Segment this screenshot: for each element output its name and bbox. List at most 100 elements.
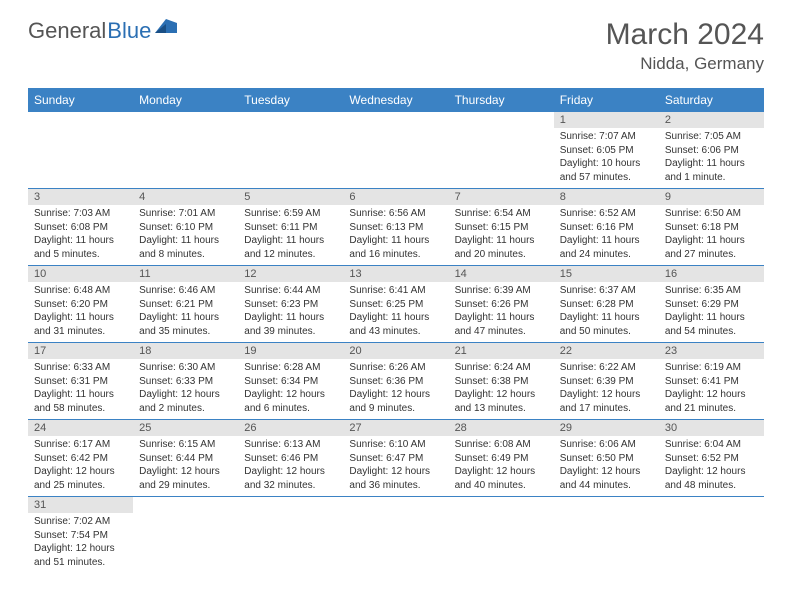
day-number: 31 [28,497,133,513]
day-details: Sunrise: 6:06 AMSunset: 6:50 PMDaylight:… [554,436,659,496]
calendar-day-cell: 17Sunrise: 6:33 AMSunset: 6:31 PMDayligh… [28,343,133,420]
sunset-text: Sunset: 6:08 PM [34,221,127,235]
calendar-day-cell: 25Sunrise: 6:15 AMSunset: 6:44 PMDayligh… [133,420,238,497]
daylight-text: Daylight: 11 hours and 20 minutes. [455,234,548,261]
day-details: Sunrise: 6:39 AMSunset: 6:26 PMDaylight:… [449,282,554,342]
day-details: Sunrise: 6:13 AMSunset: 6:46 PMDaylight:… [238,436,343,496]
calendar-day-cell: 16Sunrise: 6:35 AMSunset: 6:29 PMDayligh… [659,266,764,343]
day-details: Sunrise: 6:15 AMSunset: 6:44 PMDaylight:… [133,436,238,496]
daylight-text: Daylight: 11 hours and 1 minute. [665,157,758,184]
sunrise-text: Sunrise: 7:05 AM [665,130,758,144]
calendar-day-cell [449,112,554,189]
daylight-text: Daylight: 12 hours and 32 minutes. [244,465,337,492]
calendar-day-cell: 29Sunrise: 6:06 AMSunset: 6:50 PMDayligh… [554,420,659,497]
sunrise-text: Sunrise: 6:50 AM [665,207,758,221]
daylight-text: Daylight: 12 hours and 44 minutes. [560,465,653,492]
calendar-day-cell [343,497,448,574]
day-details: Sunrise: 6:10 AMSunset: 6:47 PMDaylight:… [343,436,448,496]
day-number: 10 [28,266,133,282]
sunset-text: Sunset: 6:39 PM [560,375,653,389]
day-details: Sunrise: 6:28 AMSunset: 6:34 PMDaylight:… [238,359,343,419]
daylight-text: Daylight: 12 hours and 48 minutes. [665,465,758,492]
calendar-week-row: 1Sunrise: 7:07 AMSunset: 6:05 PMDaylight… [28,112,764,189]
day-details: Sunrise: 6:04 AMSunset: 6:52 PMDaylight:… [659,436,764,496]
day-number: 6 [343,189,448,205]
daylight-text: Daylight: 12 hours and 9 minutes. [349,388,442,415]
calendar-day-cell: 9Sunrise: 6:50 AMSunset: 6:18 PMDaylight… [659,189,764,266]
day-number: 13 [343,266,448,282]
calendar-day-cell: 30Sunrise: 6:04 AMSunset: 6:52 PMDayligh… [659,420,764,497]
day-details: Sunrise: 6:33 AMSunset: 6:31 PMDaylight:… [28,359,133,419]
daylight-text: Daylight: 12 hours and 36 minutes. [349,465,442,492]
sunset-text: Sunset: 6:50 PM [560,452,653,466]
calendar-day-cell: 3Sunrise: 7:03 AMSunset: 6:08 PMDaylight… [28,189,133,266]
day-details: Sunrise: 7:03 AMSunset: 6:08 PMDaylight:… [28,205,133,265]
brand-logo: GeneralBlue [28,18,177,44]
calendar-day-cell: 10Sunrise: 6:48 AMSunset: 6:20 PMDayligh… [28,266,133,343]
daylight-text: Daylight: 12 hours and 21 minutes. [665,388,758,415]
calendar-day-cell: 7 Sunrise: 6:54 AMSunset: 6:15 PMDaylight… [449,189,554,266]
calendar-day-cell: 19Sunrise: 6:28 AMSunset: 6:34 PMDayligh… [238,343,343,420]
day-details: Sunrise: 6:59 AMSunset: 6:11 PMDaylight:… [238,205,343,265]
sunrise-text: Sunrise: 6:37 AM [560,284,653,298]
day-number: 2 [659,112,764,128]
sunrise-text: Sunrise: 6:52 AM [560,207,653,221]
calendar-day-cell: 23Sunrise: 6:19 AMSunset: 6:41 PMDayligh… [659,343,764,420]
day-number: 24 [28,420,133,436]
title-block: March 2024 Nidda, Germany [606,18,764,74]
sunrise-text: Sunrise: 6:26 AM [349,361,442,375]
day-details: Sunrise: 6:26 AMSunset: 6:36 PMDaylight:… [343,359,448,419]
day-number: 18 [133,343,238,359]
day-details: Sunrise: 6:37 AMSunset: 6:28 PMDaylight:… [554,282,659,342]
day-details: Sunrise: 6:19 AMSunset: 6:41 PMDaylight:… [659,359,764,419]
calendar-day-cell [238,112,343,189]
sunset-text: Sunset: 6:23 PM [244,298,337,312]
calendar-day-cell [343,112,448,189]
sunrise-text: Sunrise: 6:54 AM [455,207,548,221]
sunset-text: Sunset: 6:52 PM [665,452,758,466]
brand-blue: Blue [107,18,151,44]
calendar-day-cell: 18Sunrise: 6:30 AMSunset: 6:33 PMDayligh… [133,343,238,420]
sunrise-text: Sunrise: 6:48 AM [34,284,127,298]
calendar-week-row: 10Sunrise: 6:48 AMSunset: 6:20 PMDayligh… [28,266,764,343]
day-details: Sunrise: 6:24 AMSunset: 6:38 PMDaylight:… [449,359,554,419]
daylight-text: Daylight: 11 hours and 35 minutes. [139,311,232,338]
day-number: 25 [133,420,238,436]
day-number: 8 [554,189,659,205]
sunrise-text: Sunrise: 6:28 AM [244,361,337,375]
day-details: Sunrise: 7:01 AMSunset: 6:10 PMDaylight:… [133,205,238,265]
sunrise-text: Sunrise: 6:22 AM [560,361,653,375]
calendar-day-cell: 6Sunrise: 6:56 AMSunset: 6:13 PMDaylight… [343,189,448,266]
calendar-day-cell: 27Sunrise: 6:10 AMSunset: 6:47 PMDayligh… [343,420,448,497]
daylight-text: Daylight: 11 hours and 58 minutes. [34,388,127,415]
calendar-day-cell: 20Sunrise: 6:26 AMSunset: 6:36 PMDayligh… [343,343,448,420]
day-number: 17 [28,343,133,359]
daylight-text: Daylight: 11 hours and 43 minutes. [349,311,442,338]
sunrise-text: Sunrise: 6:41 AM [349,284,442,298]
calendar-day-cell: 4Sunrise: 7:01 AMSunset: 6:10 PMDaylight… [133,189,238,266]
daylight-text: Daylight: 11 hours and 27 minutes. [665,234,758,261]
sunset-text: Sunset: 6:18 PM [665,221,758,235]
daylight-text: Daylight: 11 hours and 24 minutes. [560,234,653,261]
calendar-day-cell: 14Sunrise: 6:39 AMSunset: 6:26 PMDayligh… [449,266,554,343]
day-number: 29 [554,420,659,436]
calendar-week-row: 24Sunrise: 6:17 AMSunset: 6:42 PMDayligh… [28,420,764,497]
calendar-week-row: 3Sunrise: 7:03 AMSunset: 6:08 PMDaylight… [28,189,764,266]
day-number: 26 [238,420,343,436]
sunset-text: Sunset: 6:15 PM [455,221,548,235]
daylight-text: Daylight: 11 hours and 5 minutes. [34,234,127,261]
sunset-text: Sunset: 6:29 PM [665,298,758,312]
sunset-text: Sunset: 6:25 PM [349,298,442,312]
calendar-day-cell: 2Sunrise: 7:05 AMSunset: 6:06 PMDaylight… [659,112,764,189]
sunset-text: Sunset: 6:31 PM [34,375,127,389]
daylight-text: Daylight: 12 hours and 29 minutes. [139,465,232,492]
day-number: 7 [449,189,554,205]
day-details: Sunrise: 6:50 AMSunset: 6:18 PMDaylight:… [659,205,764,265]
weekday-header: Monday [133,88,238,112]
day-details: Sunrise: 6:22 AMSunset: 6:39 PMDaylight:… [554,359,659,419]
sunrise-text: Sunrise: 6:44 AM [244,284,337,298]
calendar-day-cell: 5Sunrise: 6:59 AMSunset: 6:11 PMDaylight… [238,189,343,266]
sunset-text: Sunset: 6:44 PM [139,452,232,466]
sunset-text: Sunset: 6:11 PM [244,221,337,235]
daylight-text: Daylight: 11 hours and 54 minutes. [665,311,758,338]
